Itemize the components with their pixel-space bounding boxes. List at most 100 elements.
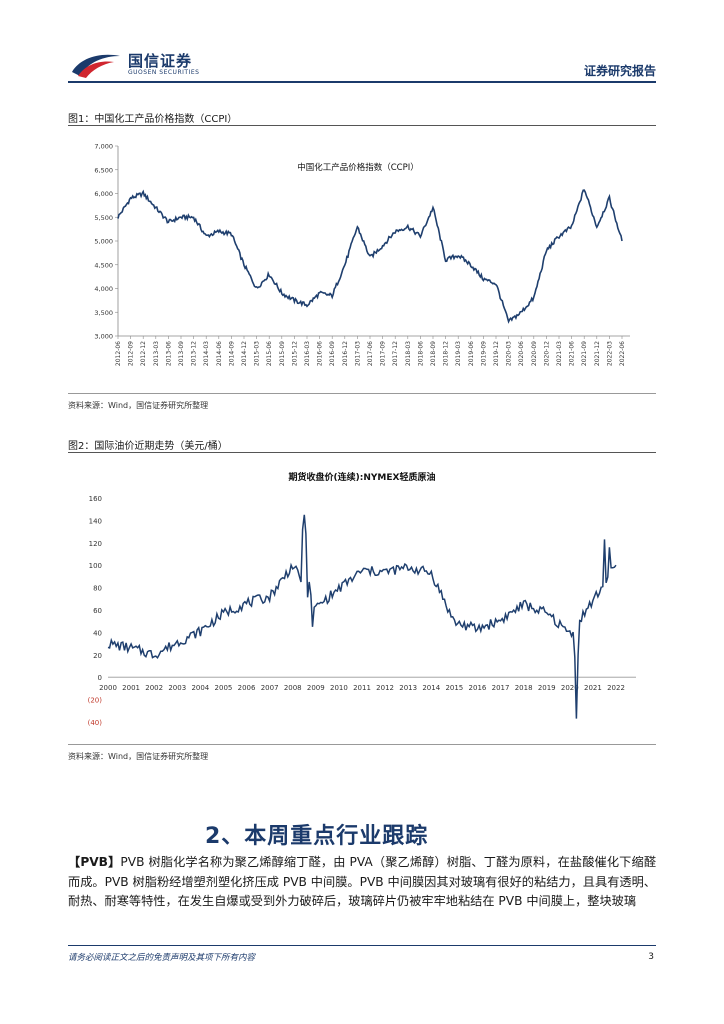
oil-y-tick-label: 80 (93, 585, 102, 593)
ccpi-x-tick-label: 2017-03 (354, 341, 361, 366)
ccpi-x-tick-label: 2020-06 (518, 341, 525, 366)
paragraph-tag: 【PVB】 (68, 855, 121, 869)
ccpi-x-tick-label: 2021-12 (594, 341, 601, 366)
oil-x-tick-label: 2008 (284, 684, 302, 692)
oil-y-tick-label: 100 (89, 562, 102, 570)
ccpi-y-tick-label: 4,500 (94, 261, 113, 269)
report-type-label: 证券研究报告 (583, 64, 656, 78)
page-number: 3 (648, 952, 654, 962)
ccpi-x-tick-label: 2014-06 (216, 341, 223, 366)
oil-y-tick-label: 60 (93, 607, 102, 615)
ccpi-x-tick-label: 2020-03 (506, 341, 513, 366)
ccpi-x-tick-label: 2015-09 (279, 341, 286, 366)
ccpi-x-tick-label: 2020-12 (543, 341, 550, 366)
oil-x-tick-label: 2019 (538, 684, 556, 692)
oil-y-tick-label: 0 (98, 674, 102, 682)
oil-x-tick-label: 2021 (584, 684, 602, 692)
oil-x-tick-label: 2001 (122, 684, 140, 692)
ccpi-x-tick-label: 2012-06 (115, 341, 122, 366)
ccpi-x-tick-label: 2017-09 (380, 341, 387, 366)
ccpi-y-tick-label: 6,000 (94, 190, 113, 198)
oil-x-tick-label: 2018 (515, 684, 533, 692)
ccpi-x-tick-label: 2017-06 (367, 341, 374, 366)
ccpi-x-tick-label: 2021-09 (581, 341, 588, 366)
figure1-caption: 图1：中国化工产品价格指数（CCPI） (68, 114, 238, 125)
ccpi-x-tick-label: 2016-06 (317, 341, 324, 366)
oil-chart-title: 期货收盘价(连续):NYMEX轻质原油 (289, 471, 436, 483)
ccpi-x-tick-label: 2013-09 (178, 341, 185, 366)
ccpi-x-tick-label: 2013-03 (153, 341, 160, 366)
ccpi-x-tick-label: 2012-09 (128, 341, 135, 366)
paragraph-body: PVB 树脂化学名称为聚乙烯醇缩丁醛，由 PVA（聚乙烯醇）树脂、丁醛为原料，在… (68, 855, 657, 909)
ccpi-x-tick-label: 2018-03 (405, 341, 412, 366)
oil-x-tick-label: 2012 (376, 684, 394, 692)
section-paragraph: 【PVB】PVB 树脂化学名称为聚乙烯醇缩丁醛，由 PVA（聚乙烯醇）树脂、丁醛… (68, 853, 656, 912)
ccpi-x-tick-label: 2017-12 (392, 341, 399, 366)
guosen-logo-icon (72, 54, 120, 78)
oil-x-tick-label: 2003 (168, 684, 186, 692)
oil-series-line (107, 514, 617, 719)
ccpi-y-tick-label: 5,500 (94, 214, 113, 222)
oil-x-tick-label: 2010 (330, 684, 348, 692)
oil-x-tick-label: 2020 (561, 684, 579, 692)
ccpi-chart-title: 中国化工产品价格指数（CCPI） (297, 162, 419, 173)
ccpi-x-tick-label: 2013-12 (191, 341, 198, 366)
ccpi-x-tick-label: 2019-03 (455, 341, 462, 366)
logo-english-name: GUOSEN SECURITIES (128, 69, 200, 76)
oil-x-tick-label: 2011 (353, 684, 371, 692)
oil-x-tick-label: 2009 (307, 684, 325, 692)
figure2-caption: 图2：国际油价近期走势（美元/桶） (68, 441, 228, 452)
ccpi-y-tick-label: 3,500 (94, 309, 113, 317)
ccpi-x-tick-label: 2015-03 (254, 341, 261, 366)
section-heading: 2、本周重点行业跟踪 (205, 824, 429, 849)
ccpi-x-tick-label: 2016-03 (304, 341, 311, 366)
figure2-bottom-rule (68, 744, 656, 745)
figure1-bottom-rule (68, 393, 656, 394)
oil-y-tick-label: 140 (89, 517, 102, 525)
ccpi-x-tick-label: 2022-03 (606, 341, 613, 366)
ccpi-x-tick-label: 2015-12 (291, 341, 298, 366)
brand-logo: 国信证券 GUOSEN SECURITIES (70, 48, 210, 82)
figure1-source: 资料来源：Wind，国信证券研究所整理 (68, 401, 209, 410)
ccpi-chart: 7,000 6,500 6,000 5,500 5,000 4,500 4,000 3,500… (68, 130, 656, 390)
oil-x-tick-label: 2005 (215, 684, 233, 692)
footer-divider (68, 945, 656, 946)
ccpi-x-tick-label: 2012-12 (140, 341, 147, 366)
ccpi-x-tick-label: 2021-06 (569, 341, 576, 366)
ccpi-y-tick-label: 3,000 (94, 333, 113, 341)
ccpi-x-tick-label: 2014-09 (228, 341, 235, 366)
ccpi-x-tick-label: 2018-12 (443, 341, 450, 366)
ccpi-x-tick-label: 2019-09 (480, 341, 487, 366)
oil-x-tick-label: 2004 (191, 684, 209, 692)
oil-x-tick-label: 2007 (261, 684, 279, 692)
oil-x-tick-label: 2017 (492, 684, 510, 692)
ccpi-x-tick-label: 2013-06 (165, 341, 172, 366)
header-divider (68, 81, 656, 83)
oil-x-tick-label: 2002 (145, 684, 163, 692)
ccpi-x-tick-label: 2019-06 (468, 341, 475, 366)
ccpi-x-tick-label: 2018-09 (430, 341, 437, 366)
logo-chinese-name: 国信证券 (128, 52, 193, 70)
oil-x-tick-label: 2000 (99, 684, 117, 692)
ccpi-x-tick-label: 2018-06 (417, 341, 424, 366)
ccpi-x-tick-label: 2016-12 (342, 341, 349, 366)
ccpi-y-tick-label: 4,000 (94, 285, 113, 293)
oil-x-tick-label: 2022 (607, 684, 625, 692)
figure2-source: 资料来源：Wind，国信证券研究所整理 (68, 752, 209, 761)
oil-x-tick-label: 2014 (422, 684, 440, 692)
ccpi-y-tick-label: 5,000 (94, 238, 113, 246)
oil-y-tick-label: (20) (88, 697, 103, 705)
ccpi-x-tick-label: 2014-12 (241, 341, 248, 366)
ccpi-x-tick-label: 2014-03 (203, 341, 210, 366)
oil-y-tick-label: 160 (89, 495, 102, 503)
ccpi-x-tick-label: 2020-09 (531, 341, 538, 366)
ccpi-y-tick-label: 7,000 (94, 143, 113, 151)
ccpi-x-tick-label: 2019-12 (493, 341, 500, 366)
oil-y-tick-label: 120 (89, 540, 102, 548)
oil-y-tick-label: 20 (93, 652, 102, 660)
ccpi-series-line (117, 189, 623, 324)
ccpi-x-tick-label: 2015-06 (266, 341, 273, 366)
oil-x-tick-label: 2013 (399, 684, 417, 692)
oil-x-tick-label: 2016 (469, 684, 487, 692)
oil-price-chart: 期货收盘价(连续):NYMEX轻质原油 160 140 120 100 80 60 40 20… (68, 458, 656, 740)
